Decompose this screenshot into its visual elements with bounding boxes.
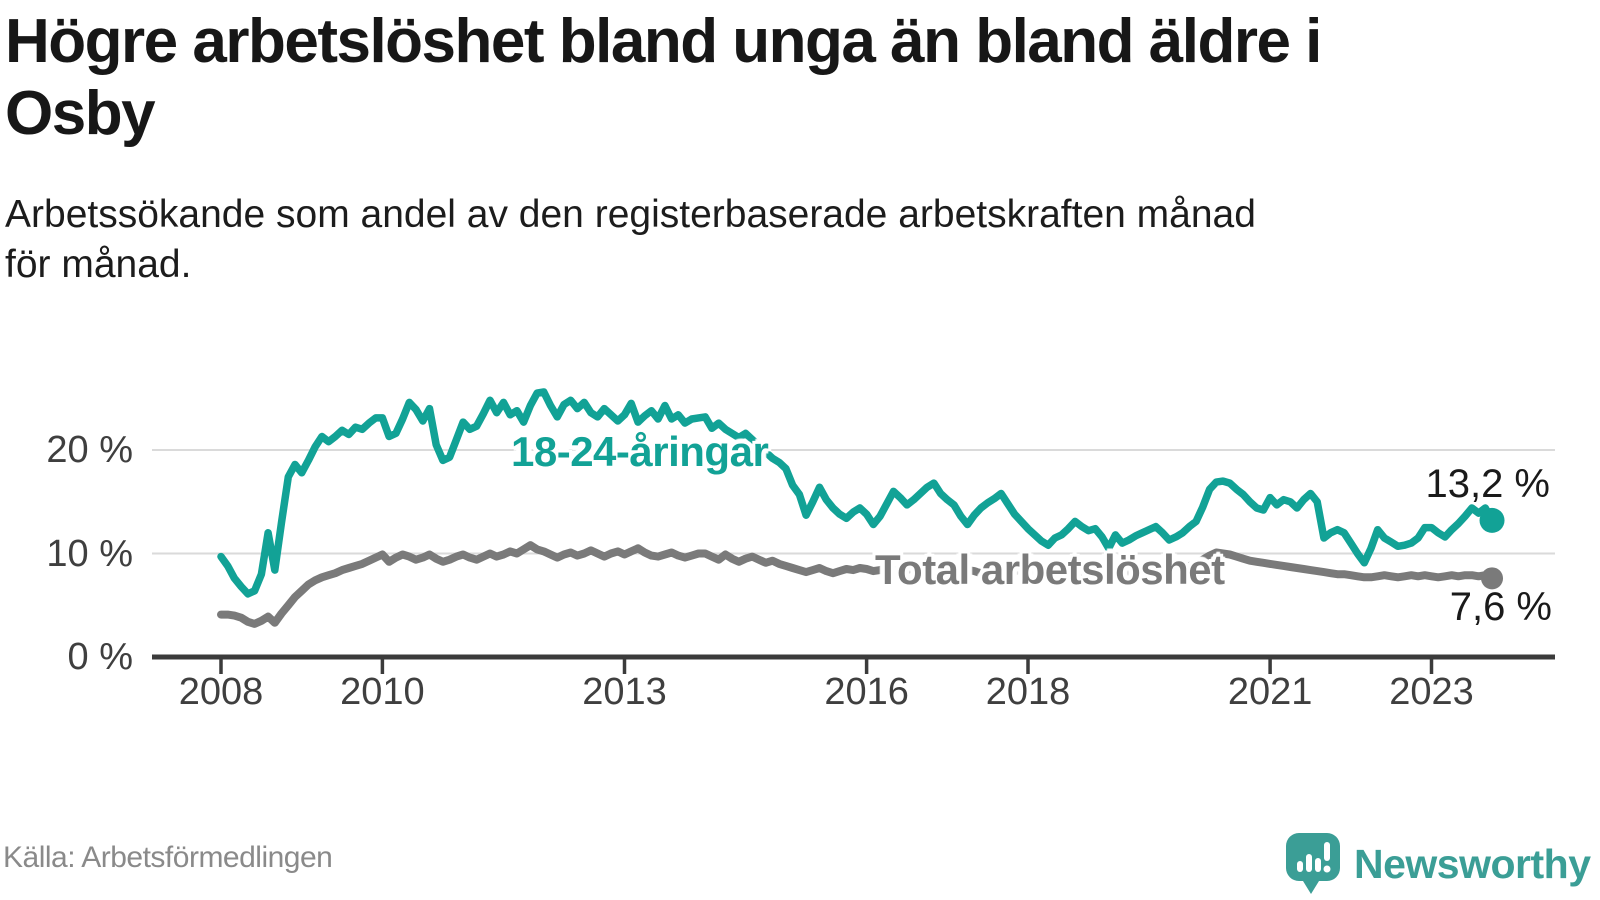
x-axis-tick-label: 2021 (1227, 671, 1313, 713)
x-axis-tick-label: 2016 (824, 671, 909, 713)
page-title: Högre arbetslöshet bland unga än bland ä… (5, 7, 1322, 148)
series-line (217, 541, 1496, 628)
series-label-total: Total arbetslöshet (875, 546, 1225, 593)
newsworthy-chart-bubble-icon (1286, 833, 1340, 894)
series-label-youth: 18-24-åringar (511, 428, 769, 475)
newsworthy-logo: Newsworthy (1286, 833, 1596, 895)
x-axis-tick-label: 2013 (582, 671, 667, 713)
y-axis-tick-label: 20 % (46, 429, 133, 471)
source-attribution: Källa: Arbetsförmedlingen (3, 841, 333, 874)
series-end-dot (1479, 507, 1505, 533)
series-end-dot (1481, 567, 1504, 590)
end-value-label-youth: 13,2 % (1425, 462, 1550, 506)
x-axis-tick-label: 2008 (178, 671, 264, 713)
x-axis-tick-label: 2018 (985, 671, 1071, 713)
y-axis-tick-label: 10 % (46, 532, 133, 575)
series-line (217, 388, 1496, 598)
end-value-label-total: 7,6 % (1449, 585, 1552, 629)
x-axis-tick-label: 2023 (1389, 671, 1474, 713)
y-axis-tick-label: 0 % (67, 636, 133, 678)
newsworthy-wordmark: Newsworthy (1354, 841, 1591, 887)
page-subtitle: Arbetssökande som andel av den registerb… (5, 193, 1256, 286)
x-axis-tick-label: 2010 (340, 671, 425, 713)
